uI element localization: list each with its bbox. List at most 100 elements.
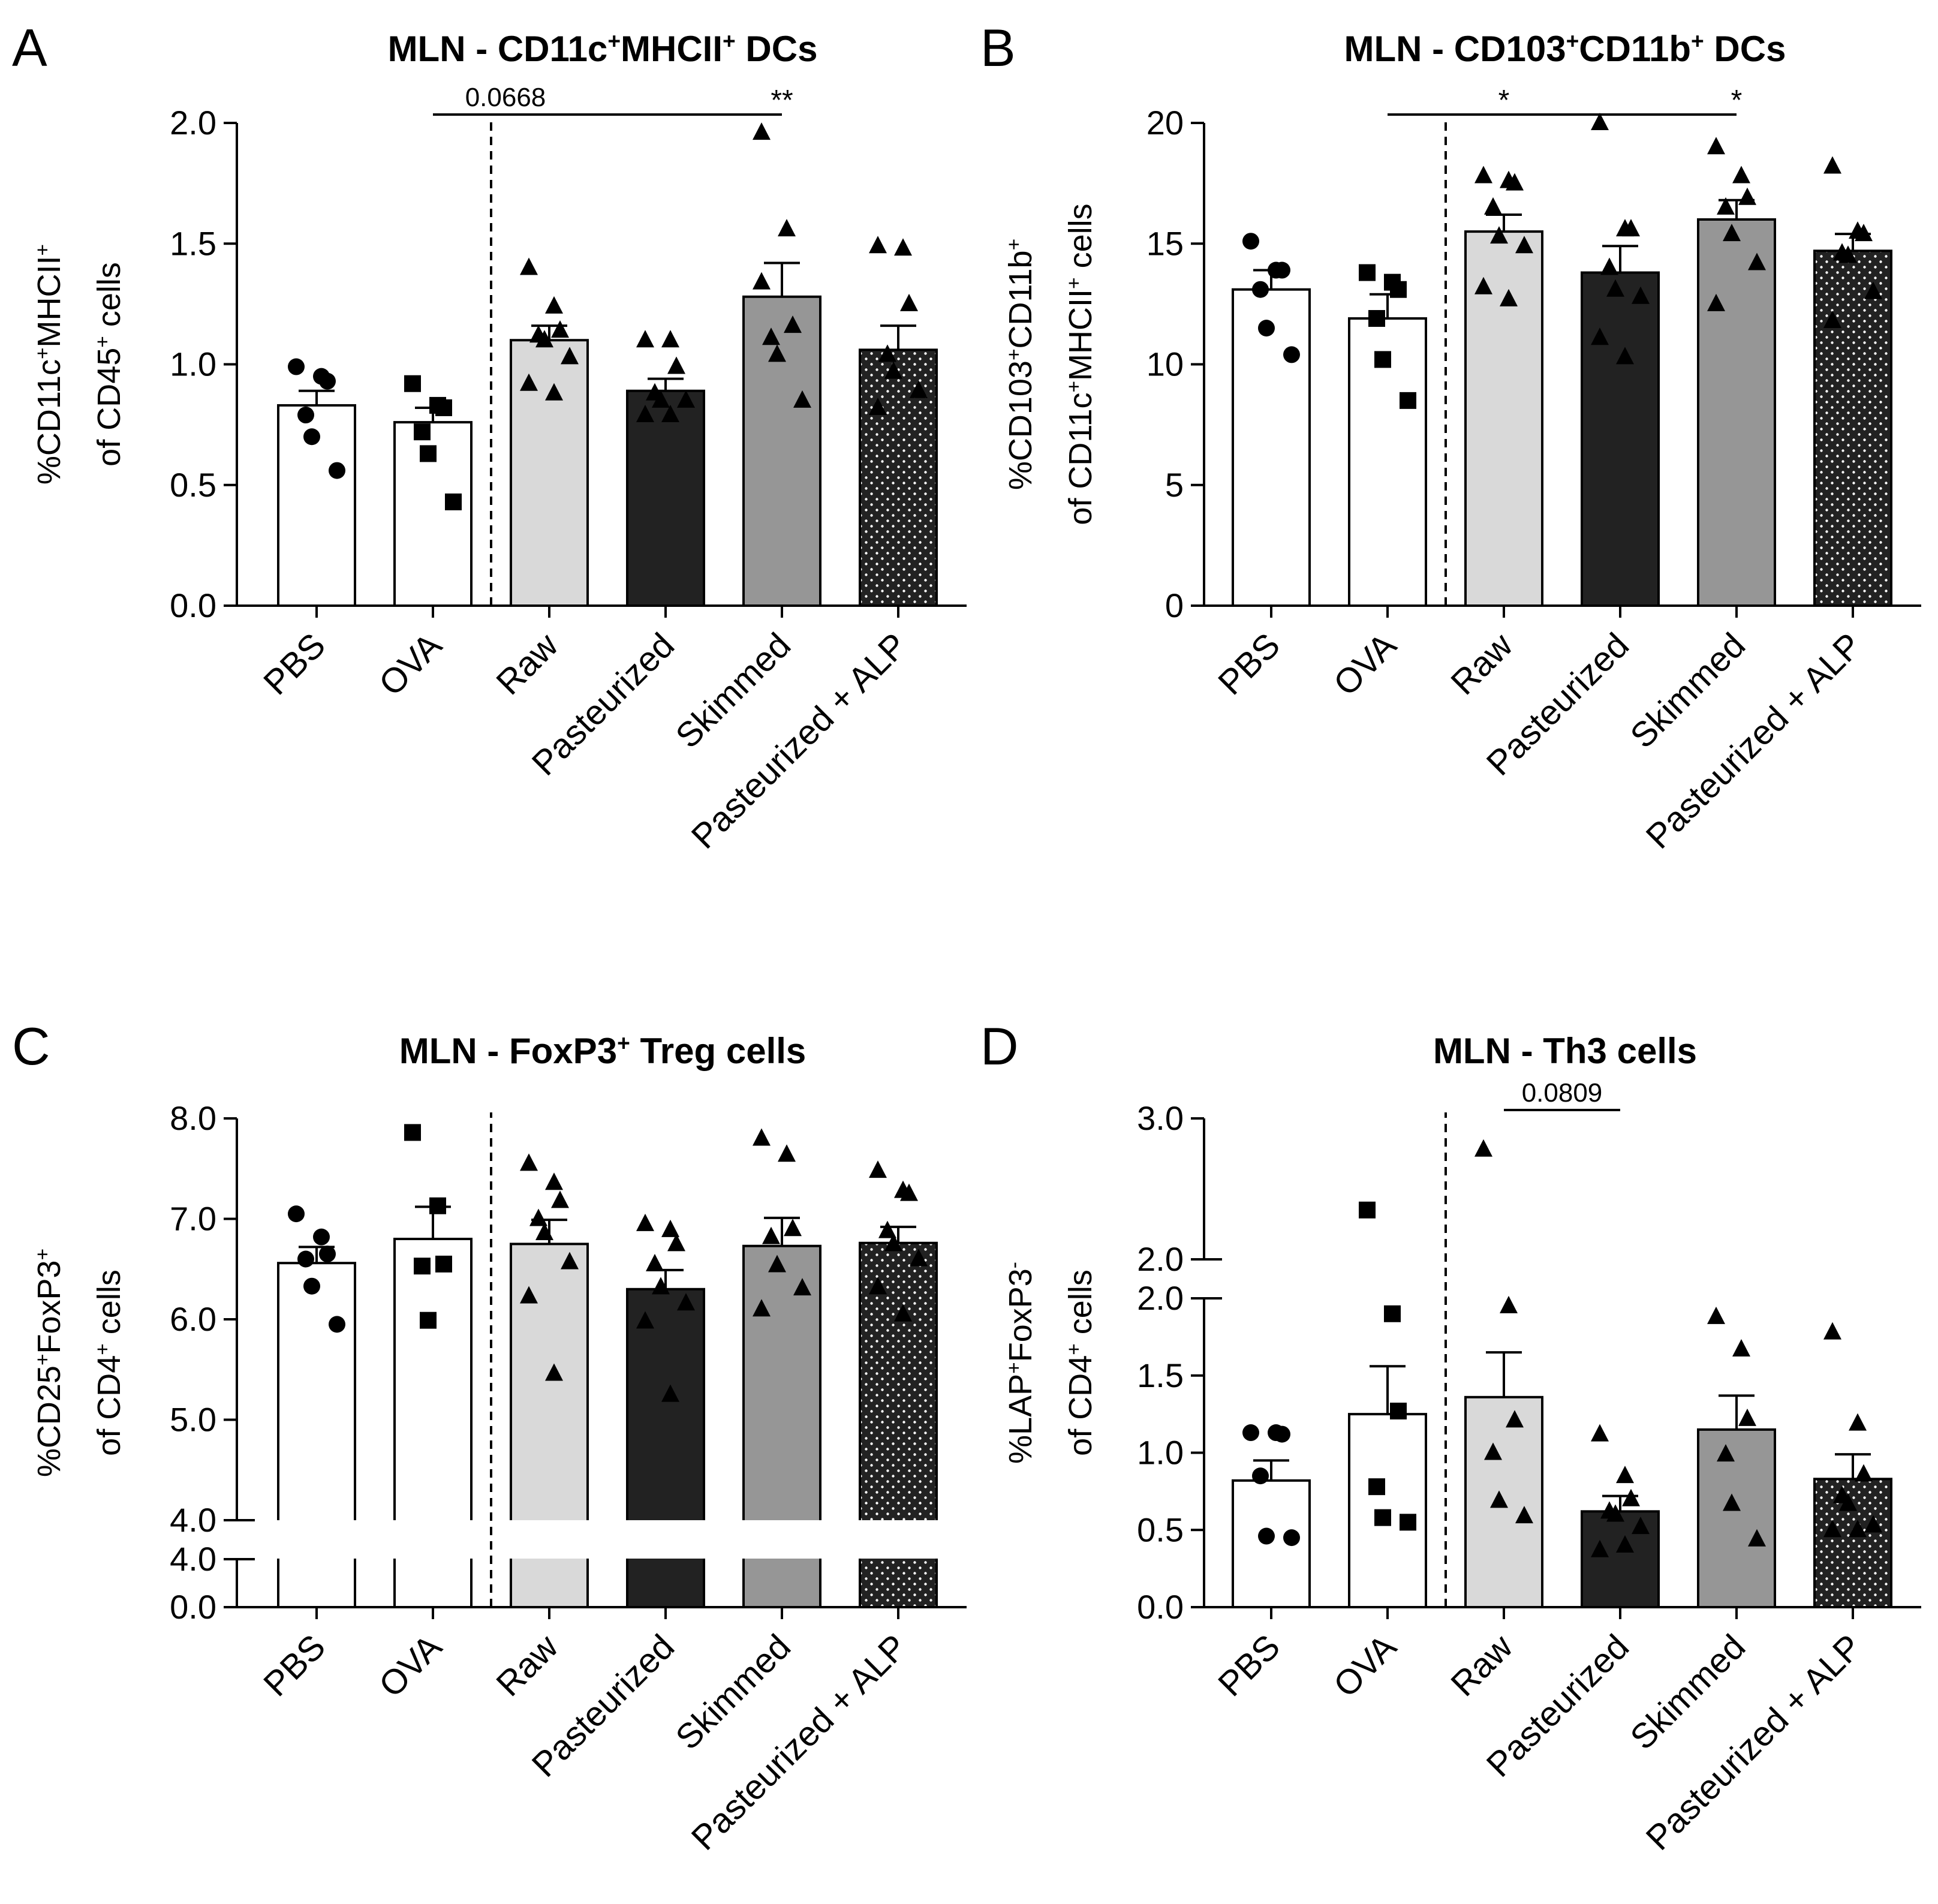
data-point: [1283, 346, 1300, 363]
y-tick-label: 0.0: [170, 1588, 216, 1626]
bar: [1581, 271, 1660, 607]
bar: [1813, 1478, 1892, 1608]
bar: [626, 1288, 705, 1608]
data-point: [636, 330, 654, 348]
y-axis-label: %CD11c+MHCII+: [31, 244, 67, 485]
significance-stars: *: [1498, 85, 1510, 116]
data-point: [435, 1255, 452, 1273]
data-point: [753, 1128, 771, 1146]
data-point: [778, 219, 796, 237]
data-point: [878, 1220, 896, 1238]
y-axis-label-part: +: [1003, 239, 1025, 251]
bar: [510, 339, 589, 607]
data-point: [1274, 1425, 1290, 1443]
y-axis-label-part: %CD25: [31, 1365, 67, 1477]
panel-a: A MLN - CD11c+MHCII+ DCs %CD11c+MHCII+ of C…: [12, 18, 967, 856]
panel-letter: A: [12, 18, 47, 77]
y-axis-label: of CD11c+MHCII+ cells: [1063, 203, 1099, 525]
p-value-label: 0.0809: [1522, 1078, 1603, 1108]
y-axis-label-part: -: [1003, 1262, 1025, 1268]
data-point: [753, 272, 771, 290]
bar: [626, 389, 705, 607]
data-point: [884, 1234, 902, 1252]
panel-b: B MLN - CD103+CD11b+ DCs%CD103+CD11b+of C…: [980, 18, 1921, 856]
data-point: [420, 1312, 437, 1329]
data-point: [661, 405, 679, 423]
bar: [742, 295, 821, 607]
data-point: [1359, 264, 1376, 281]
y-tick-label: 10: [1146, 345, 1184, 383]
data-point: [652, 1277, 670, 1295]
y-axis-label-part: cells: [91, 1270, 127, 1343]
x-tick-label: Raw: [489, 1626, 566, 1704]
y-tick-label: 4.0: [170, 1501, 216, 1539]
data-point: [646, 1253, 664, 1271]
bar: [1464, 230, 1543, 607]
data-point: [1823, 156, 1841, 174]
y-axis-label-part: %LAP: [1003, 1374, 1039, 1464]
data-point: [869, 236, 887, 254]
data-point: [652, 390, 670, 408]
data-point: [661, 330, 679, 348]
data-point: [784, 1219, 802, 1237]
data-point: [297, 407, 314, 424]
data-point: [429, 1197, 446, 1214]
data-point: [900, 293, 918, 311]
data-point: [1723, 224, 1741, 242]
data-point: [1242, 233, 1259, 250]
x-tick-label: Raw: [1443, 625, 1521, 702]
data-point: [1258, 1527, 1275, 1545]
data-point: [1384, 1305, 1401, 1322]
data-point: [1506, 1410, 1524, 1428]
chart-title-part: CD11b: [1579, 29, 1691, 69]
data-point: [878, 344, 896, 362]
data-point: [869, 1160, 887, 1178]
data-point: [1707, 137, 1725, 155]
axis-break-gap: [1200, 1259, 1224, 1298]
y-axis-label-part: +: [32, 347, 54, 359]
data-point: [1632, 286, 1650, 304]
data-point: [910, 1249, 928, 1267]
data-point: [1500, 1295, 1518, 1313]
data-point: [1849, 1520, 1867, 1538]
y-axis-label: %CD103+CD11b+: [1003, 239, 1039, 490]
data-point: [1707, 1306, 1725, 1324]
data-point: [1616, 347, 1634, 365]
x-tick-label: Pasteurized + ALP: [684, 1627, 915, 1858]
data-point: [1368, 310, 1385, 327]
data-point: [529, 1208, 547, 1226]
significance-stars: *: [1731, 85, 1743, 116]
x-tick-label: Raw: [489, 625, 566, 702]
data-point: [1849, 1413, 1867, 1431]
y-axis-label-part: +: [1003, 348, 1025, 360]
x-tick-label: Raw: [1443, 1626, 1521, 1704]
y-axis-label: of CD45+ cells: [91, 262, 127, 467]
y-tick-label: 1.5: [1137, 1356, 1184, 1394]
y-axis-label-part: cells: [1063, 1270, 1099, 1343]
data-point: [288, 1205, 305, 1223]
data-point: [551, 1190, 569, 1208]
data-point: [900, 1183, 918, 1201]
chart-title-part: DCs: [1704, 29, 1786, 69]
chart-title-part: +: [1566, 28, 1579, 53]
data-point: [1390, 281, 1407, 298]
data-point: [1359, 1201, 1376, 1219]
data-point: [313, 1228, 330, 1246]
y-tick-label: 8.0: [170, 1099, 216, 1137]
y-tick-label: 6.0: [170, 1300, 216, 1338]
axis-break-gap: [233, 1520, 969, 1559]
data-point: [1616, 1466, 1634, 1484]
chart-title: MLN - CD11c+MHCII+ DCs: [388, 28, 818, 69]
x-tick-label: PBS: [256, 1627, 333, 1704]
data-point: [561, 1252, 579, 1270]
data-point: [1500, 288, 1518, 306]
data-point: [545, 296, 563, 314]
data-point: [1717, 1444, 1735, 1462]
bar: [1813, 249, 1892, 607]
chart-title-part: +: [617, 1030, 630, 1055]
panel-letter: D: [980, 1016, 1019, 1076]
data-point: [1374, 1509, 1391, 1526]
data-point: [784, 315, 802, 333]
data-point: [1717, 197, 1735, 215]
chart-title-part: MLN - Th3 cells: [1433, 1031, 1697, 1071]
